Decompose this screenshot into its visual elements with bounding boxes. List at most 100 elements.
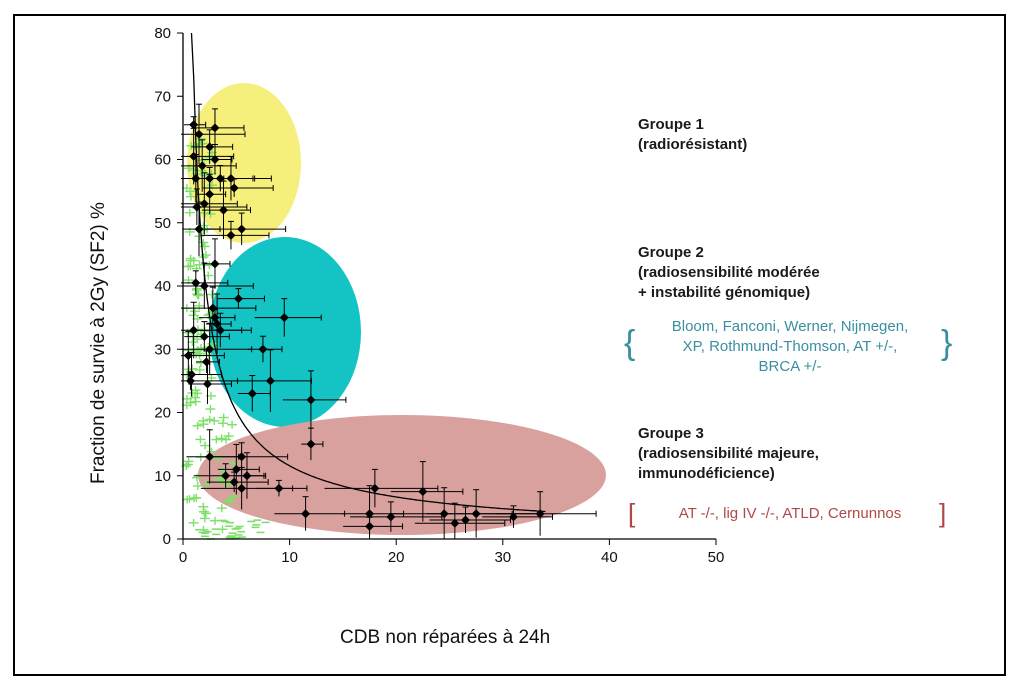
data-point: [226, 173, 236, 183]
data-point: [205, 344, 215, 354]
data-point: [365, 521, 375, 531]
group2-list-line: XP, Rothmund-Thomson, AT +/-,: [682, 338, 898, 355]
data-point: [365, 509, 375, 519]
data-point: [210, 155, 220, 164]
data-point: [460, 515, 470, 525]
data-point: [237, 483, 247, 493]
data-point: [237, 224, 247, 234]
x-tick-label: 0: [179, 549, 187, 566]
group3-ellipse: [198, 415, 606, 535]
data-point: [471, 509, 481, 519]
data-point: [226, 230, 236, 240]
group1-subtitle: (radiorésistant): [638, 136, 748, 153]
data-point: [274, 483, 284, 493]
group3-label: Groupe 3 (radiosensibilité majeure, immu…: [638, 424, 819, 484]
data-point: [535, 509, 545, 519]
data-point: [450, 518, 460, 528]
data-point: [191, 173, 201, 183]
data-point: [237, 452, 247, 462]
y-axis-label: Fraction de survie à 2Gy (SF2) %: [88, 202, 109, 484]
data-point: [301, 509, 311, 519]
data-point: [194, 129, 204, 139]
data-point: [265, 376, 275, 386]
y-tick-label: 80: [154, 25, 171, 42]
data-point: [215, 325, 225, 335]
data-point: [205, 142, 215, 152]
data-point: [221, 471, 231, 481]
y-tick-label: 60: [154, 152, 171, 169]
data-point: [187, 370, 197, 380]
group2-list-line: Bloom, Fanconi, Werner, Nijmegen,: [671, 318, 909, 335]
data-point: [192, 202, 202, 212]
data-point: [203, 379, 213, 389]
group2-left-brace: {: [624, 324, 636, 362]
group1-ellipse: [187, 83, 301, 243]
x-tick-label: 50: [708, 549, 725, 566]
data-point: [229, 183, 239, 193]
group3-subtitle: (radiosensibilité majeure,: [638, 445, 819, 462]
x-tick-label: 40: [601, 549, 618, 566]
fit-curve: [190, 32, 546, 513]
data-point: [208, 303, 218, 313]
data-point: [210, 123, 220, 133]
group1-label: Groupe 1 (radiorésistant): [638, 115, 747, 155]
data-point: [201, 357, 211, 367]
group2-subtitle-2: + instabilité génomique): [638, 284, 811, 301]
data-point: [229, 477, 239, 487]
y-tick-label: 0: [163, 531, 171, 548]
y-tick-label: 10: [154, 468, 171, 485]
data-point: [279, 313, 289, 323]
data-point: [242, 471, 252, 481]
figure-frame: [13, 14, 1006, 676]
data-point: [210, 259, 220, 269]
data-point: [386, 512, 396, 522]
y-tick-label: 50: [154, 215, 171, 232]
data-point: [199, 281, 209, 291]
group1-title: Groupe 1: [638, 116, 704, 133]
group3-left-brace: [: [628, 498, 636, 528]
group2-subtitle: (radiosensibilité modérée: [638, 264, 820, 281]
data-point: [205, 173, 215, 183]
data-point: [219, 205, 229, 215]
data-point: [508, 512, 518, 522]
group3-syndrome-list: AT -/-, lig IV -/-, ATLD, Cernunnos: [640, 504, 940, 524]
data-point: [189, 325, 199, 335]
data-point: [231, 464, 241, 474]
data-point: [189, 120, 199, 130]
data-point: [199, 332, 209, 342]
y-tick-label: 30: [154, 341, 171, 358]
data-point: [233, 294, 243, 304]
group2-syndrome-list: Bloom, Fanconi, Werner, Nijmegen, XP, Ro…: [640, 317, 940, 377]
data-point: [212, 319, 222, 329]
x-tick-label: 10: [281, 549, 298, 566]
y-tick-label: 40: [154, 278, 171, 295]
data-point: [197, 161, 207, 171]
group2-label: Groupe 2 (radiosensibilité modérée + ins…: [638, 243, 820, 303]
data-point: [370, 483, 380, 493]
group3-list-line: AT -/-, lig IV -/-, ATLD, Cernunnos: [678, 505, 902, 522]
group2-list-line: BRCA +/-: [758, 358, 822, 375]
group2-right-brace: }: [941, 324, 953, 362]
data-point: [418, 487, 428, 497]
data-point: [258, 344, 268, 354]
x-axis-label: CDB non réparées à 24h: [340, 627, 551, 648]
group2-title: Groupe 2: [638, 244, 704, 261]
data-point: [205, 452, 215, 462]
group3-subtitle-2: immunodéficience): [638, 465, 775, 482]
data-point: [205, 189, 215, 199]
data-point: [194, 224, 204, 234]
x-tick-label: 30: [494, 549, 511, 566]
group2-ellipse: [209, 237, 361, 427]
data-point: [191, 278, 201, 288]
data-point: [306, 395, 316, 405]
data-point: [247, 389, 257, 399]
x-tick-label: 20: [388, 549, 405, 566]
data-point: [185, 376, 195, 386]
data-point: [183, 351, 193, 361]
y-tick-label: 70: [154, 88, 171, 105]
data-point: [439, 509, 449, 519]
data-point: [189, 151, 199, 161]
data-point: [215, 173, 225, 183]
y-tick-label: 20: [154, 405, 171, 422]
